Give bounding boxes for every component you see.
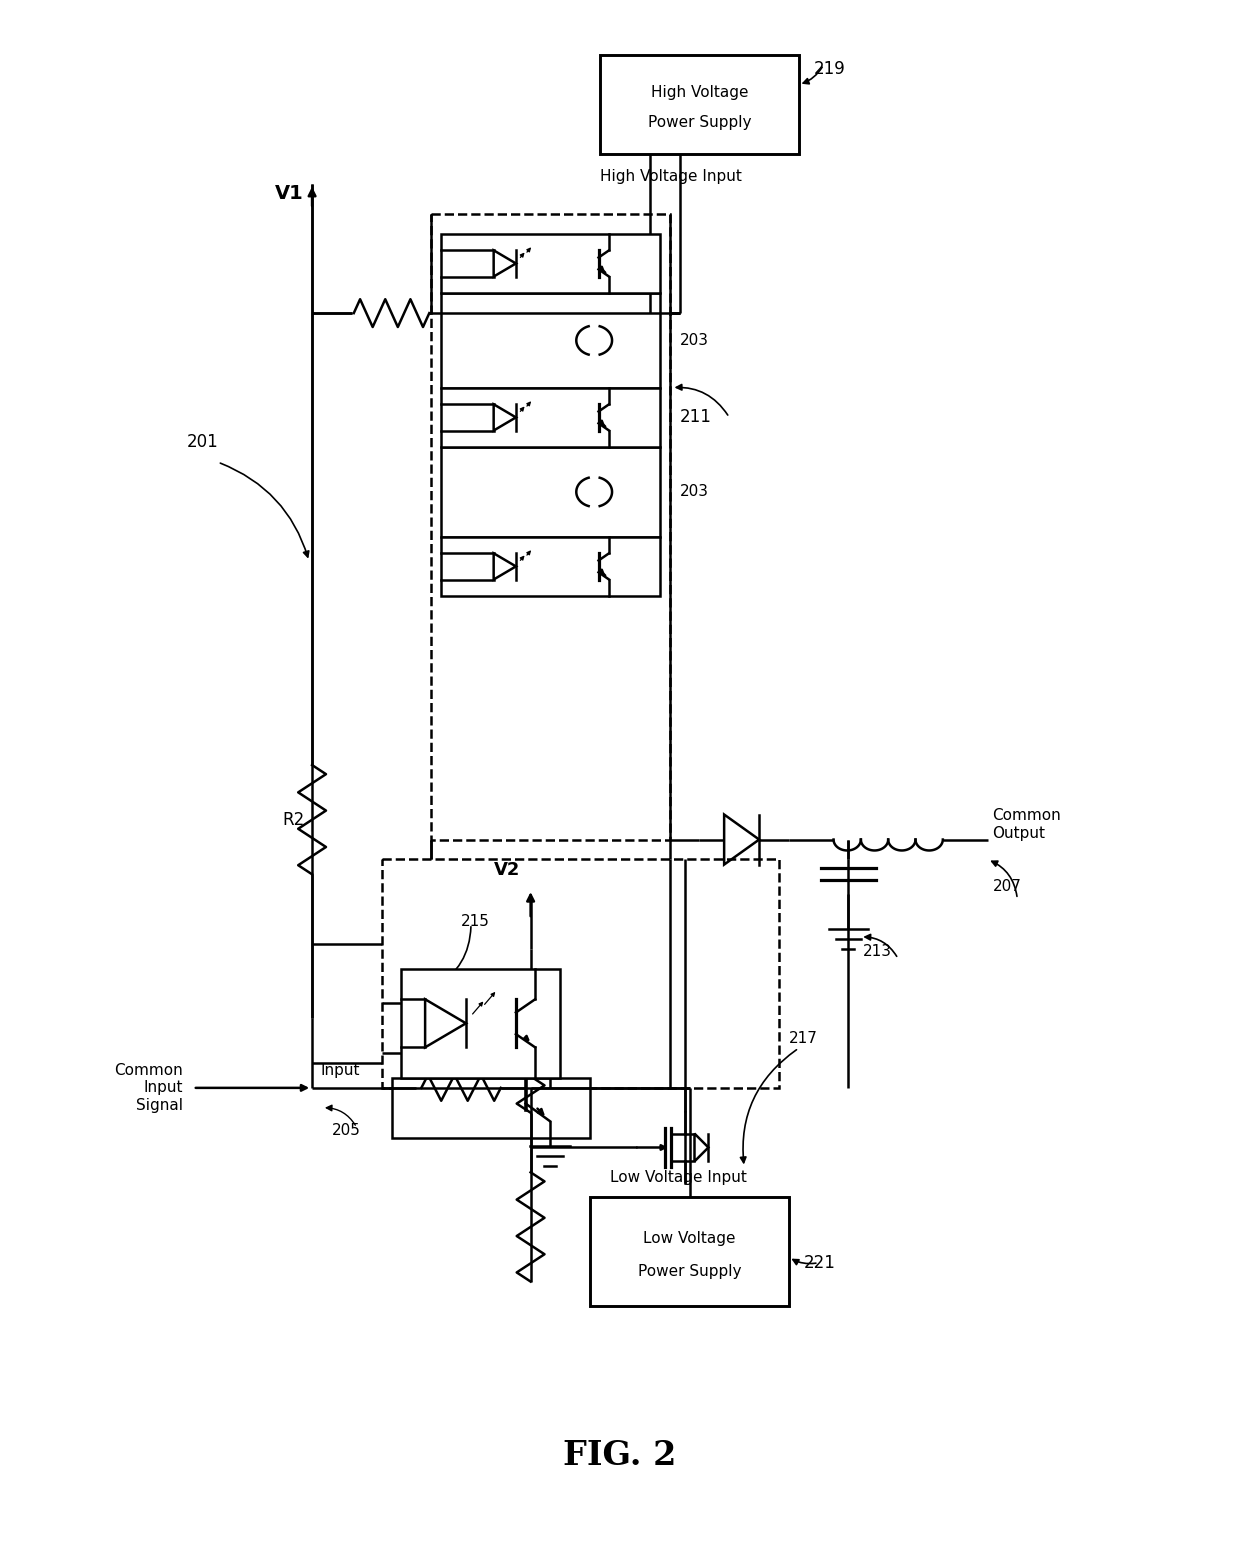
Text: Common
Output: Common Output [992, 809, 1061, 841]
Text: FIG. 2: FIG. 2 [563, 1439, 677, 1472]
Text: Common
Input
Signal: Common Input Signal [114, 1064, 184, 1113]
Text: 217: 217 [789, 1031, 817, 1045]
Bar [600, 54, 799, 155]
Text: 211: 211 [680, 408, 712, 427]
Bar [590, 1197, 789, 1306]
Bar [441, 294, 660, 388]
Bar [392, 1078, 590, 1138]
Text: Power Supply: Power Supply [637, 1265, 742, 1279]
Bar [441, 536, 660, 597]
Text: 207: 207 [992, 880, 1022, 894]
Bar [382, 860, 779, 1088]
Bar [402, 969, 560, 1078]
Text: 219: 219 [813, 60, 846, 77]
Text: 213: 213 [863, 945, 893, 959]
Text: Input: Input [320, 1064, 360, 1078]
Text: Low Voltage: Low Voltage [644, 1231, 735, 1246]
Text: 203: 203 [680, 332, 708, 348]
Text: 221: 221 [804, 1254, 836, 1272]
Text: 205: 205 [332, 1122, 361, 1138]
Text: V2: V2 [495, 861, 521, 880]
Bar [441, 388, 660, 447]
Text: High Voltage: High Voltage [651, 85, 748, 100]
Text: Low Voltage Input: Low Voltage Input [610, 1170, 746, 1186]
Text: Power Supply: Power Supply [647, 114, 751, 130]
Text: High Voltage Input: High Voltage Input [600, 169, 742, 184]
Text: 203: 203 [680, 484, 708, 499]
Text: 215: 215 [461, 914, 490, 929]
Text: V1: V1 [275, 184, 304, 203]
Bar [441, 447, 660, 536]
Text: 201: 201 [187, 433, 218, 451]
Bar [432, 213, 670, 839]
Text: R2: R2 [281, 810, 304, 829]
Bar [441, 233, 660, 294]
